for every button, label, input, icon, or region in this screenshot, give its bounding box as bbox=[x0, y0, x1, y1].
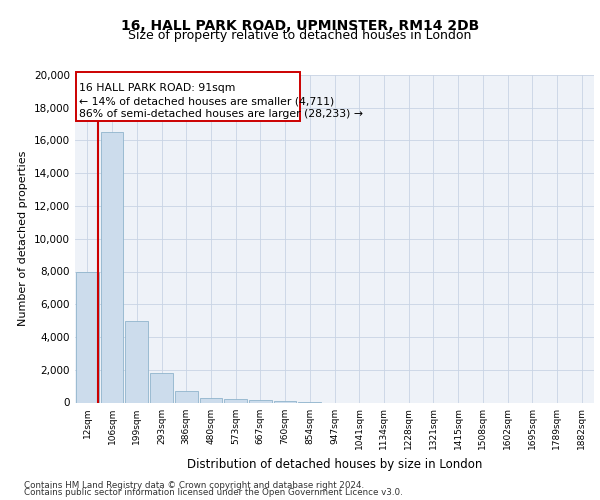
Y-axis label: Number of detached properties: Number of detached properties bbox=[19, 151, 28, 326]
Bar bbox=[249, 400, 272, 402]
X-axis label: Distribution of detached houses by size in London: Distribution of detached houses by size … bbox=[187, 458, 482, 471]
Bar bbox=[150, 373, 173, 402]
Text: Size of property relative to detached houses in London: Size of property relative to detached ho… bbox=[128, 29, 472, 42]
Text: ← 14% of detached houses are smaller (4,711): ← 14% of detached houses are smaller (4,… bbox=[79, 96, 335, 106]
Bar bbox=[76, 272, 99, 402]
Bar bbox=[224, 399, 247, 402]
Text: Contains HM Land Registry data © Crown copyright and database right 2024.: Contains HM Land Registry data © Crown c… bbox=[24, 480, 364, 490]
Bar bbox=[101, 132, 124, 402]
Text: 86% of semi-detached houses are larger (28,233) →: 86% of semi-detached houses are larger (… bbox=[79, 110, 364, 120]
Text: 16, HALL PARK ROAD, UPMINSTER, RM14 2DB: 16, HALL PARK ROAD, UPMINSTER, RM14 2DB bbox=[121, 18, 479, 32]
Text: Contains public sector information licensed under the Open Government Licence v3: Contains public sector information licen… bbox=[24, 488, 403, 497]
Bar bbox=[200, 398, 222, 402]
Bar bbox=[274, 401, 296, 402]
Bar bbox=[125, 320, 148, 402]
Text: 16 HALL PARK ROAD: 91sqm: 16 HALL PARK ROAD: 91sqm bbox=[79, 83, 236, 93]
FancyBboxPatch shape bbox=[76, 72, 300, 121]
Bar bbox=[175, 391, 197, 402]
